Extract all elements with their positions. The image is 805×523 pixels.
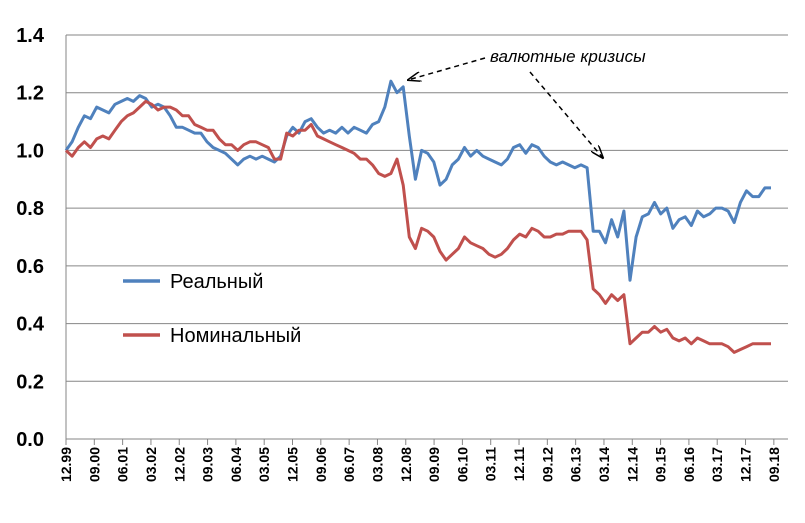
annotation: валютные кризисы (408, 47, 646, 158)
x-tick-label: 12.08 (398, 447, 414, 482)
series-line-nominal (64, 99, 771, 354)
x-tick-label: 12.05 (285, 447, 301, 482)
x-tick-label: 12.02 (171, 447, 187, 482)
x-tick-label: 12.11 (511, 447, 527, 481)
annotation-arrow-right (529, 71, 603, 158)
series-line-real (64, 79, 771, 282)
x-tick-label: 06.13 (568, 447, 584, 482)
x-tick-label: 09.06 (313, 447, 329, 482)
x-tick-label: 06.01 (115, 447, 131, 482)
annotation-arrow-left (408, 57, 486, 80)
x-tick-label: 03.05 (256, 447, 272, 482)
x-tick-label: 12.17 (738, 447, 754, 482)
y-axis: 0.0 0.2 0.4 0.6 0.8 1.0 1.2 1.4 (16, 25, 67, 451)
legend-label-nominal: Номинальный (170, 325, 301, 347)
y-tick-label: 0.8 (16, 198, 44, 220)
grid-lines (66, 34, 788, 440)
x-tick-label: 12.99 (58, 447, 74, 482)
x-tick-label: 09.18 (766, 447, 782, 482)
legend: Реальный Номинальный (123, 271, 301, 347)
x-tick-label: 12.14 (624, 447, 640, 482)
y-tick-label: 0.0 (16, 429, 44, 451)
x-tick-label: 09.09 (426, 447, 442, 482)
x-tick-label: 03.08 (369, 447, 385, 482)
x-tick-label: 09.12 (539, 447, 555, 482)
series-lines (64, 79, 771, 354)
y-tick-label: 1.0 (16, 140, 44, 162)
x-tick-label: 06.07 (341, 447, 357, 482)
x-tick-label: 06.10 (454, 447, 470, 482)
y-tick-label: 0.4 (16, 314, 45, 336)
y-tick-label: 0.6 (16, 256, 44, 278)
x-tick-label: 03.02 (143, 447, 159, 482)
x-tick-label: 03.14 (596, 447, 612, 482)
x-tick-label: 09.03 (200, 447, 216, 482)
y-tick-label: 1.2 (16, 83, 44, 105)
x-tick-label: 09.00 (86, 447, 102, 482)
x-tick-label: 03.11 (483, 447, 499, 481)
y-tick-label: 0.2 (16, 371, 44, 393)
y-tick-label: 1.4 (16, 25, 45, 47)
annotation-text: валютные кризисы (490, 47, 646, 66)
x-tick-label: 06.16 (681, 447, 697, 482)
x-tick-label: 06.04 (228, 447, 244, 482)
x-tick-label: 03.17 (709, 447, 725, 482)
x-axis: 12.99 09.00 06.01 03.02 12.02 09.03 06.04 03.05… (58, 439, 782, 482)
x-tick-label: 09.15 (653, 447, 669, 482)
legend-label-real: Реальный (170, 271, 263, 293)
